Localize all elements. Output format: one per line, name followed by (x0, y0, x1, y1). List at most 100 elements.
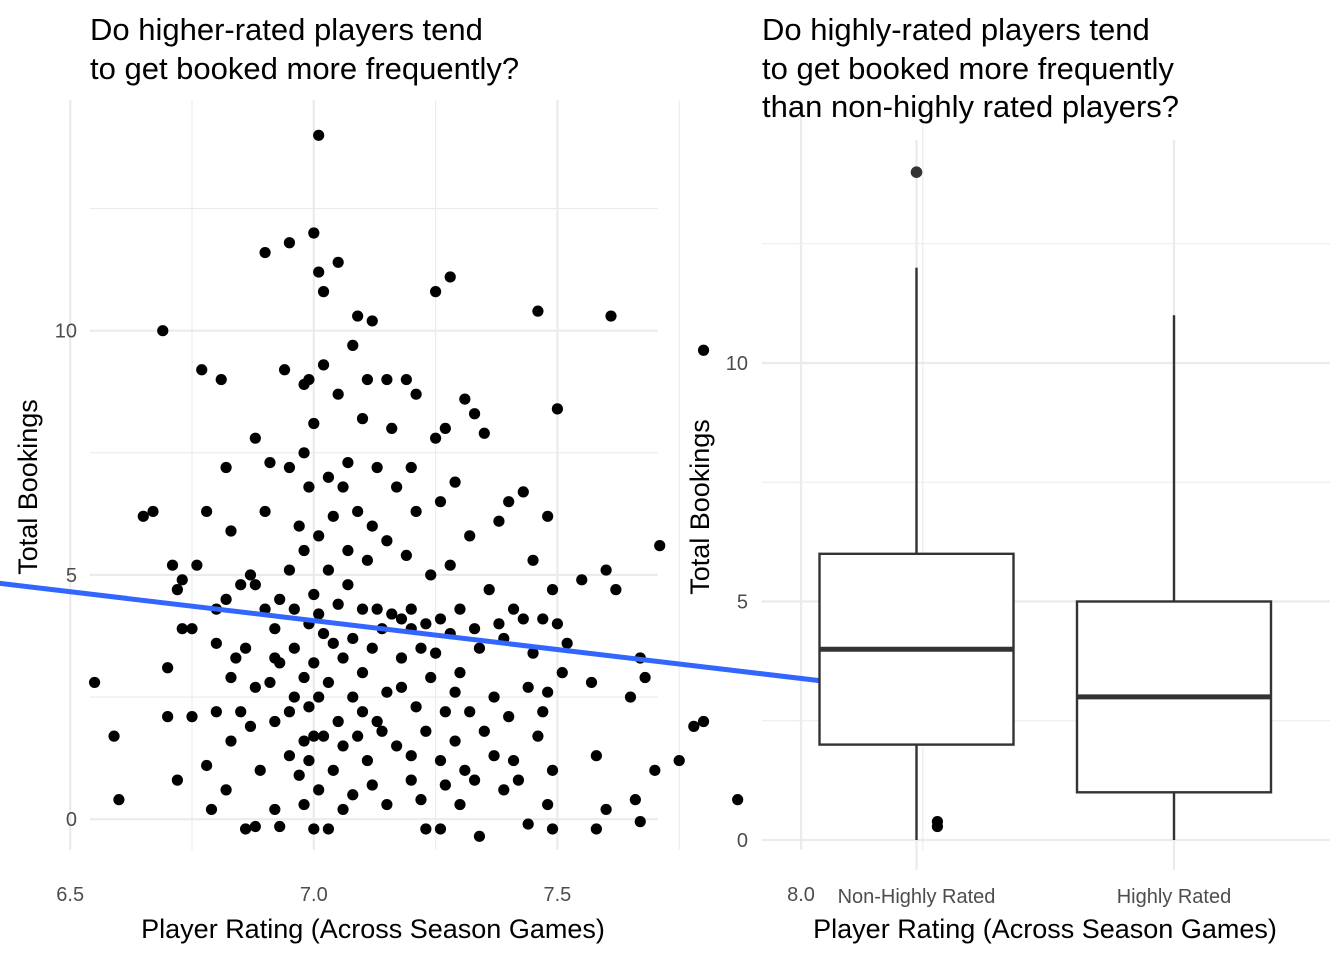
scatter-point (249, 432, 261, 444)
scatter-point (381, 798, 393, 811)
scatter-point (400, 549, 412, 562)
scatter-point (415, 794, 427, 806)
scatter-x-tick-label: 6.5 (56, 884, 84, 906)
scatter-point (230, 652, 242, 664)
scatter-point (395, 652, 408, 664)
scatter-y-tick-label: 5 (66, 565, 77, 587)
scatter-point (269, 715, 281, 728)
scatter-point (376, 725, 388, 737)
boxplot-x-tick-labels: Non-Highly Rated Highly Rated (838, 886, 1232, 908)
scatter-x-tick-label: 7.5 (543, 884, 571, 906)
scatter-point (274, 657, 286, 669)
boxplot-y-tick-label: 10 (726, 353, 748, 375)
scatter-point (600, 564, 612, 576)
scatter-point (259, 603, 271, 615)
scatter-point (327, 510, 339, 522)
scatter-point (561, 637, 573, 649)
scatter-point (366, 315, 378, 327)
scatter-point (352, 505, 364, 518)
scatter-point (352, 310, 364, 322)
scatter-point (352, 730, 364, 742)
scatter-point (542, 798, 554, 811)
scatter-point (337, 481, 349, 493)
scatter-point (317, 730, 330, 742)
box-non-highly-rated (818, 166, 1015, 840)
scatter-point (288, 691, 300, 703)
scatter-point (186, 711, 198, 723)
scatter-point (624, 691, 637, 703)
scatter-point (605, 310, 617, 322)
boxplot-x-tick-label: Highly Rated (1117, 886, 1232, 908)
scatter-point (215, 373, 227, 386)
scatter-point (244, 569, 257, 581)
scatter-point (405, 603, 417, 615)
scatter-point (439, 779, 451, 791)
scatter-point (308, 417, 320, 430)
scatter-point (171, 774, 183, 786)
scatter-point (186, 623, 198, 635)
scatter-point (308, 823, 320, 835)
scatter-point (697, 344, 710, 356)
scatter-point (191, 559, 203, 571)
scatter-point (405, 461, 417, 474)
scatter-point (639, 671, 651, 684)
scatter-points (88, 129, 944, 842)
scatter-point (434, 613, 447, 625)
scatter-point (439, 422, 451, 434)
scatter-title-line1: Do higher-rated players tend (90, 12, 483, 47)
scatter-point (322, 471, 335, 483)
scatter-point (381, 373, 393, 386)
scatter-point (459, 393, 471, 405)
trend-line (0, 580, 938, 698)
scatter-point (220, 784, 232, 796)
scatter-point (176, 623, 188, 635)
scatter-point (108, 730, 120, 742)
scatter-point (381, 686, 393, 698)
scatter-point (347, 339, 359, 351)
scatter-point (332, 598, 344, 610)
scatter-point (298, 798, 310, 811)
scatter-point (283, 750, 296, 762)
scatter-point (551, 403, 564, 415)
scatter-point (137, 510, 149, 522)
scatter-point (356, 413, 369, 425)
scatter-point (537, 706, 549, 718)
scatter-point (400, 373, 412, 386)
scatter-point (634, 816, 646, 828)
scatter-point (308, 227, 320, 239)
scatter-point (590, 750, 602, 762)
scatter-point (546, 764, 559, 776)
scatter-point (395, 613, 408, 625)
scatter-point (556, 667, 568, 679)
scatter-panel: Do higher-rated players tend to get book… (0, 12, 944, 944)
scatter-point (498, 784, 510, 796)
scatter-point (576, 574, 588, 586)
scatter-point (732, 794, 744, 806)
scatter-point (522, 818, 534, 830)
scatter-point (157, 325, 169, 337)
scatter-point (503, 496, 515, 508)
scatter-point (254, 764, 266, 776)
boxplot-title-line3: than non-highly rated players? (762, 89, 1179, 124)
scatter-point (532, 730, 544, 742)
scatter-point (269, 803, 281, 816)
scatter-point (449, 686, 461, 698)
scatter-point (259, 246, 271, 259)
scatter-point (381, 535, 393, 547)
scatter-point (283, 564, 296, 576)
scatter-point (313, 129, 325, 141)
scatter-point (322, 823, 335, 835)
scatter-point (610, 584, 622, 596)
scatter-point (264, 676, 276, 689)
scatter-point (551, 618, 564, 630)
scatter-point (688, 720, 700, 732)
scatter-point (473, 830, 486, 842)
scatter-point (356, 706, 369, 718)
scatter-point (590, 823, 602, 835)
scatter-point (313, 691, 325, 703)
scatter-point (288, 642, 300, 654)
scatter-point (468, 623, 481, 635)
scatter-point (371, 715, 383, 728)
scatter-y-tick-labels: 0 5 10 (55, 321, 77, 832)
scatter-point (459, 764, 471, 776)
